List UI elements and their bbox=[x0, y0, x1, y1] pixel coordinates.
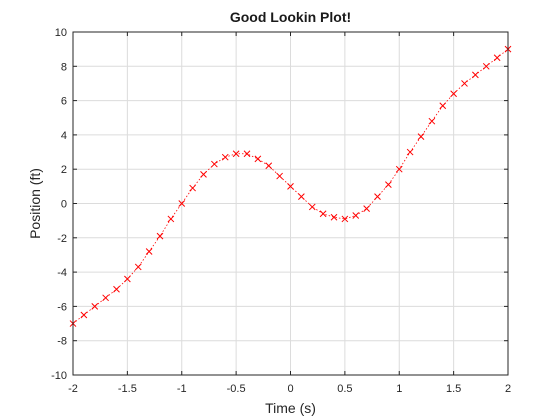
series-layer bbox=[69, 45, 512, 327]
data-point-marker bbox=[265, 162, 273, 170]
tick-labels: -2 -1.5 -1 -0.5 0 0.5 1 1.5 2 -10 -8 -6 -4 -2 0 2 4 6 8 10 bbox=[51, 27, 511, 395]
chart-title: Good Lookin Plot! bbox=[230, 9, 351, 25]
data-point-marker bbox=[352, 212, 360, 219]
data-point-marker bbox=[406, 148, 414, 156]
data-point-marker bbox=[80, 311, 88, 319]
data-point-marker bbox=[439, 102, 447, 110]
data-point-marker bbox=[91, 303, 99, 310]
x-tick-label: -1 bbox=[177, 383, 187, 395]
data-point-marker bbox=[221, 153, 229, 161]
x-tick-label: 1.5 bbox=[446, 383, 461, 395]
data-point-marker bbox=[482, 62, 490, 70]
data-point-marker bbox=[124, 275, 131, 283]
data-point-marker bbox=[189, 184, 196, 192]
data-point-marker bbox=[200, 170, 207, 178]
data-point-marker bbox=[113, 285, 120, 293]
data-point-marker bbox=[395, 165, 403, 173]
data-point-marker bbox=[178, 200, 186, 207]
x-tick-label: 1 bbox=[396, 383, 402, 395]
data-point-marker bbox=[330, 213, 338, 221]
x-tick-label: 0 bbox=[287, 383, 293, 395]
ticks bbox=[72, 31, 509, 376]
data-point-marker bbox=[308, 203, 316, 211]
data-point-marker bbox=[211, 160, 218, 168]
data-point-marker bbox=[461, 80, 468, 87]
y-tick-label: 10 bbox=[55, 27, 67, 39]
x-tick-label: 2 bbox=[505, 383, 511, 395]
y-tick-label: 2 bbox=[61, 164, 67, 176]
data-point-marker bbox=[450, 90, 457, 98]
x-axis-label: Time (s) bbox=[265, 400, 316, 416]
data-point-marker bbox=[493, 54, 501, 62]
data-point-marker bbox=[156, 232, 164, 240]
y-tick-label: -6 bbox=[57, 301, 67, 313]
data-point-marker bbox=[472, 71, 479, 79]
y-axis-label: Position (ft) bbox=[27, 168, 43, 239]
data-point-marker bbox=[102, 294, 109, 302]
data-point-marker bbox=[374, 193, 381, 200]
y-tick-label: 6 bbox=[61, 96, 67, 108]
y-tick-label: -2 bbox=[57, 233, 67, 245]
data-point-marker bbox=[287, 182, 294, 190]
data-point-marker bbox=[319, 210, 327, 218]
data-point-marker bbox=[428, 117, 436, 125]
y-tick-label: -10 bbox=[51, 370, 67, 382]
data-point-marker bbox=[232, 150, 240, 158]
data-point-marker bbox=[298, 193, 305, 200]
data-point-marker bbox=[341, 215, 349, 223]
data-point-marker bbox=[363, 205, 370, 212]
data-point-marker bbox=[167, 215, 175, 223]
data-point-marker bbox=[145, 248, 153, 255]
data-point-marker bbox=[417, 133, 425, 140]
y-tick-label: 8 bbox=[61, 61, 67, 73]
grid bbox=[72, 31, 509, 376]
data-point-marker bbox=[134, 263, 142, 271]
y-tick-label: 4 bbox=[61, 130, 67, 142]
y-tick-label: 0 bbox=[61, 199, 67, 211]
data-point-marker bbox=[276, 172, 283, 180]
data-point-marker bbox=[385, 181, 392, 188]
y-tick-label: -8 bbox=[57, 336, 67, 348]
x-tick-label: -0.5 bbox=[227, 383, 246, 395]
data-point-marker bbox=[254, 155, 262, 163]
data-point-marker bbox=[243, 150, 251, 158]
x-tick-label: -2 bbox=[68, 383, 78, 395]
x-tick-label: -1.5 bbox=[118, 383, 137, 395]
y-tick-label: -4 bbox=[57, 267, 67, 279]
x-tick-label: 0.5 bbox=[337, 383, 352, 395]
